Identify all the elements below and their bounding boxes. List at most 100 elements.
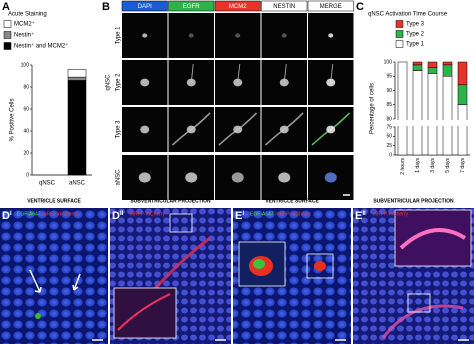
- cell: [186, 78, 196, 87]
- y-tick-label: 0: [389, 152, 392, 158]
- channel-header: [168, 0, 215, 12]
- panel-title: SUBVENTRICULAR PROJECTION: [130, 198, 211, 204]
- bar-segment: [67, 76, 87, 81]
- y-tick-label: 20: [23, 150, 29, 156]
- bar-segment: [442, 64, 453, 77]
- cell: [233, 78, 243, 87]
- group-label: qNSC: [106, 74, 112, 91]
- x-tick-label: qNSC: [39, 181, 56, 187]
- row-label: Type 3: [116, 120, 122, 139]
- chart-title: Acute Staining: [8, 12, 47, 18]
- bar-segment: [427, 61, 438, 68]
- legend-label: Nestin⁺: [14, 32, 34, 39]
- y-tick-label: 95: [386, 74, 392, 80]
- legend-swatch: [3, 31, 12, 39]
- cell: [186, 125, 196, 134]
- bar-segment: [457, 61, 468, 86]
- bar-segment: [427, 67, 438, 74]
- x-tick-label: 7 days: [460, 158, 466, 173]
- bar-segment: [457, 84, 468, 105]
- panel-label: A: [2, 1, 10, 13]
- x-tick-label: aNSC: [69, 181, 86, 187]
- cell: [279, 78, 289, 87]
- cell: [231, 172, 244, 183]
- panel-superscript: II: [120, 211, 124, 217]
- cell: [138, 172, 151, 183]
- bar-segment: [427, 73, 438, 156]
- inset-cell: [253, 259, 265, 269]
- y-tick-label: 80: [23, 84, 29, 90]
- legend-label: Type 1: [406, 42, 425, 48]
- legend-label: Nestin⁺ and MCM2⁺: [14, 43, 68, 50]
- channel-header: [121, 0, 168, 12]
- zoom-box: [169, 213, 193, 233]
- x-tick-label: 5 days: [445, 158, 451, 173]
- cell: [188, 33, 194, 38]
- cell: [326, 78, 336, 87]
- legend-swatch: [395, 30, 404, 38]
- panel-superscript: II: [362, 211, 366, 217]
- cell: [324, 172, 337, 183]
- inset: [394, 209, 472, 267]
- panel-label: EII: [355, 210, 366, 222]
- panel-letter: D: [2, 210, 10, 222]
- y-tick-label: 100: [21, 62, 30, 68]
- channel-label: MCM2: [229, 4, 247, 10]
- cell: [235, 33, 241, 38]
- y-tick-label: 60: [23, 106, 29, 112]
- bar-segment: [397, 61, 408, 156]
- cell: [233, 125, 243, 134]
- channel-header: [261, 0, 308, 12]
- channel-label: DAPI: [138, 4, 152, 10]
- micrograph: [215, 13, 261, 58]
- chart-title: qNSC Activation Time Course: [368, 12, 448, 18]
- x-tick-label: 3 days: [430, 158, 436, 173]
- bar-segment: [412, 70, 423, 156]
- cell: [140, 78, 150, 87]
- y-tick-label: 0: [26, 172, 29, 178]
- legend-label: MCM2⁺: [14, 21, 35, 28]
- panel-letter: E: [355, 210, 362, 222]
- y-tick-label: 50: [386, 134, 392, 140]
- cell: [185, 172, 198, 183]
- bar-segment: [442, 75, 453, 156]
- zoom-box: [306, 253, 334, 279]
- row-label: Type 1: [116, 26, 122, 45]
- legend-swatch: [3, 20, 12, 28]
- cell: [140, 125, 150, 134]
- zoom-box: [407, 293, 431, 313]
- row-label: Type 2: [116, 73, 122, 92]
- micrograph: [168, 13, 214, 58]
- panel-label: C: [356, 1, 364, 13]
- stain-label: mRFP-mCherry: [373, 211, 408, 217]
- labelled-cell: [381, 304, 464, 339]
- panel-title: VENTRICLE SURFACE: [27, 198, 81, 204]
- cell: [279, 125, 289, 134]
- micrograph: [0, 208, 108, 344]
- bar-segment: [442, 61, 453, 66]
- y-axis-label: Percentage of cells: [370, 83, 376, 134]
- bar-segment: [412, 61, 423, 66]
- y-tick-label: 90: [386, 88, 392, 94]
- arrow: [29, 269, 42, 293]
- legend-swatch: [3, 42, 12, 50]
- panel-label: DI: [2, 210, 12, 222]
- cell: [328, 33, 334, 38]
- stain-label: mRFP-mCherry: [130, 211, 165, 217]
- panel-superscript: I: [242, 211, 244, 217]
- y-tick-label: 80: [386, 116, 392, 122]
- inset-cell: [399, 228, 467, 250]
- y-tick-label: 85: [386, 102, 392, 108]
- panel-label: B: [102, 1, 110, 13]
- inset-cell: [117, 293, 171, 331]
- channel-label: MERGE: [320, 4, 342, 10]
- panel-superscript: I: [10, 211, 12, 217]
- x-tick-label: 2 hours: [400, 158, 406, 175]
- legend-label: Type 2: [406, 32, 425, 38]
- cell: [278, 172, 291, 183]
- bar-segment: [412, 64, 423, 71]
- bar-segment: [67, 69, 87, 78]
- cell: [281, 33, 287, 38]
- y-tick-label: 40: [23, 128, 29, 134]
